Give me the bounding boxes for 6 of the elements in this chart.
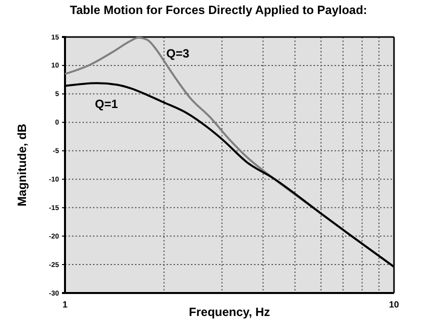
series-label: Q=3 bbox=[166, 46, 190, 61]
chart-title: Table Motion for Forces Directly Applied to Payload: bbox=[70, 3, 368, 17]
y-axis-title: Magnitude, dB bbox=[15, 123, 29, 206]
x-axis-title: Frequency, Hz bbox=[188, 305, 270, 319]
series-label: Q=1 bbox=[94, 97, 118, 112]
x-tick-label: 1 bbox=[62, 299, 68, 310]
